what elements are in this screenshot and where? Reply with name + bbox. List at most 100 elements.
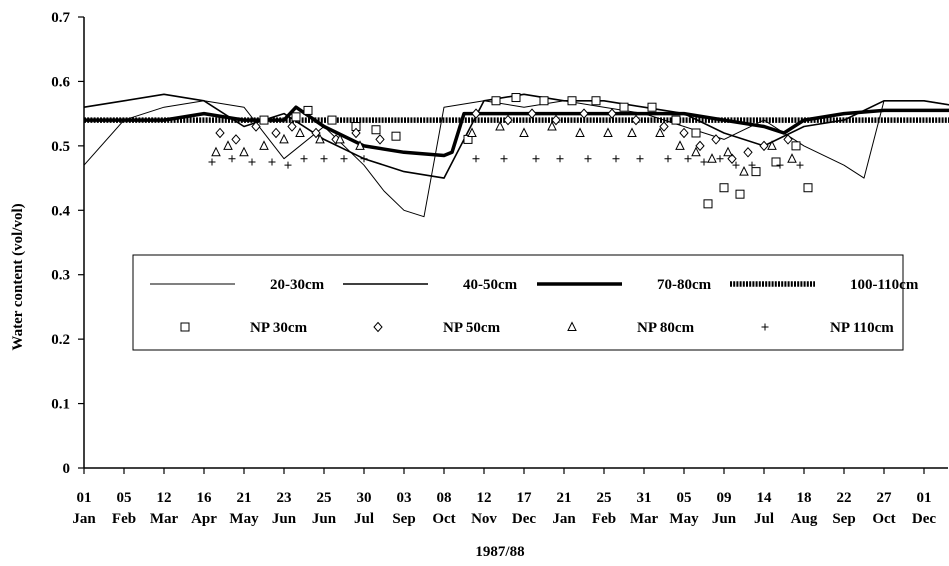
x-tick-label-month: Dec [912,511,936,527]
data-point [223,140,233,150]
data-point [776,161,784,169]
data-point [271,127,281,139]
data-point [248,158,256,166]
data-point [291,112,301,122]
legend-label: 70-80cm [657,277,712,293]
data-point [311,127,321,139]
legend-label: 20-30cm [270,277,325,293]
y-tick-label: 0.6 [51,74,70,90]
data-point [335,133,345,144]
data-point [691,146,701,157]
x-tick-label-month: Mar [630,511,659,527]
data-point [679,127,689,139]
data-point [732,161,740,169]
legend-label: 100-110cm [850,277,919,293]
x-tick-label-day: 25 [597,490,612,506]
data-point [735,189,745,199]
data-point [371,125,381,135]
data-point [284,161,292,169]
x-tick-label-month: Aug [791,511,818,527]
x-tick-label-month: Mar [150,511,179,527]
y-tick-label: 0.1 [51,397,70,413]
y-tick-label: 0 [63,461,71,477]
data-point [500,155,508,163]
data-point [228,155,236,163]
data-point [567,96,577,106]
x-tick-label-day: 01 [77,490,92,506]
data-point [231,134,241,145]
x-tick-label-month: May [229,511,259,527]
legend-swatch [567,321,577,331]
y-tick-label: 0.7 [51,10,70,26]
x-tick-label-month: Sep [832,511,855,527]
x-tick-label-month: Jan [552,511,576,527]
data-point [743,147,753,158]
data-point [556,155,564,163]
x-tick-label-day: 16 [197,490,213,506]
legend-swatch [761,323,769,331]
x-ticks: 01 Jan 05 Feb 12 Mar 16 Apr 21 May 23 Jun 25 Jun 30 Jul… [72,468,936,527]
x-tick-label-day: 12 [157,490,172,506]
plot-marks [83,93,949,218]
data-point [495,120,505,131]
x-tick-label-month: Jul [354,511,374,527]
data-point [636,155,644,163]
data-point [603,127,613,137]
data-point [472,155,480,163]
legend-item: 70-80cm [537,277,712,293]
data-point [759,140,769,152]
data-point [251,121,261,132]
data-point [575,127,585,137]
data-point [511,93,521,103]
x-tick-label-month: May [669,511,699,527]
data-point [327,115,337,125]
series-np-80cm [211,120,797,176]
data-point [691,128,701,138]
data-point [532,155,540,163]
legend-label: NP 30cm [250,320,308,336]
data-point [215,127,225,139]
legend-item: NP 110cm [761,320,894,336]
x-tick-label-day: 22 [837,490,852,506]
data-point [584,155,592,163]
x-tick-label-day: 31 [637,490,652,506]
x-tick-label-day: 09 [717,490,732,506]
x-tick-label-day: 25 [317,490,332,506]
data-point [700,158,708,166]
x-tick-label-day: 17 [517,490,533,506]
data-point [320,155,328,163]
data-point [351,127,361,139]
x-tick-label-day: 12 [477,490,492,506]
x-tick-label-month: Feb [112,511,136,527]
legend-label: NP 50cm [443,320,501,336]
data-point [303,105,313,115]
data-point [723,146,733,157]
data-point [695,140,705,152]
y-ticks: 0 0.1 0.2 0.3 0.4 0.5 0.6 0.7 [51,10,84,477]
x-tick-label-day: 14 [757,490,773,506]
series-line [84,105,949,158]
x-tick-label-day: 21 [557,490,572,506]
legend-swatch [180,322,190,332]
x-tick-label-month: Feb [592,511,616,527]
x-tick-label-day: 05 [117,490,132,506]
data-point [711,134,721,145]
x-tick-label-month: Jan [72,511,96,527]
x-tick-label-day: 30 [357,490,372,506]
x-tick-label-month: Jun [712,511,737,527]
data-point [707,153,717,163]
series-np-50cm [215,108,793,164]
y-tick-label: 0.5 [51,139,70,155]
data-point [259,140,269,150]
data-point [208,158,216,166]
data-point [791,141,801,151]
axes: 0 0.1 0.2 0.3 0.4 0.5 0.6 0.7 01 Jan 05 Feb 12 Mar 16… [51,10,948,527]
y-tick-label: 0.2 [51,332,70,348]
x-tick-label-month: Apr [191,511,217,527]
series-np-110cm [208,155,804,169]
data-point [239,146,249,157]
data-point [703,199,713,209]
data-point [279,133,289,144]
y-axis-title: Water content (vol/vol) [10,203,26,350]
